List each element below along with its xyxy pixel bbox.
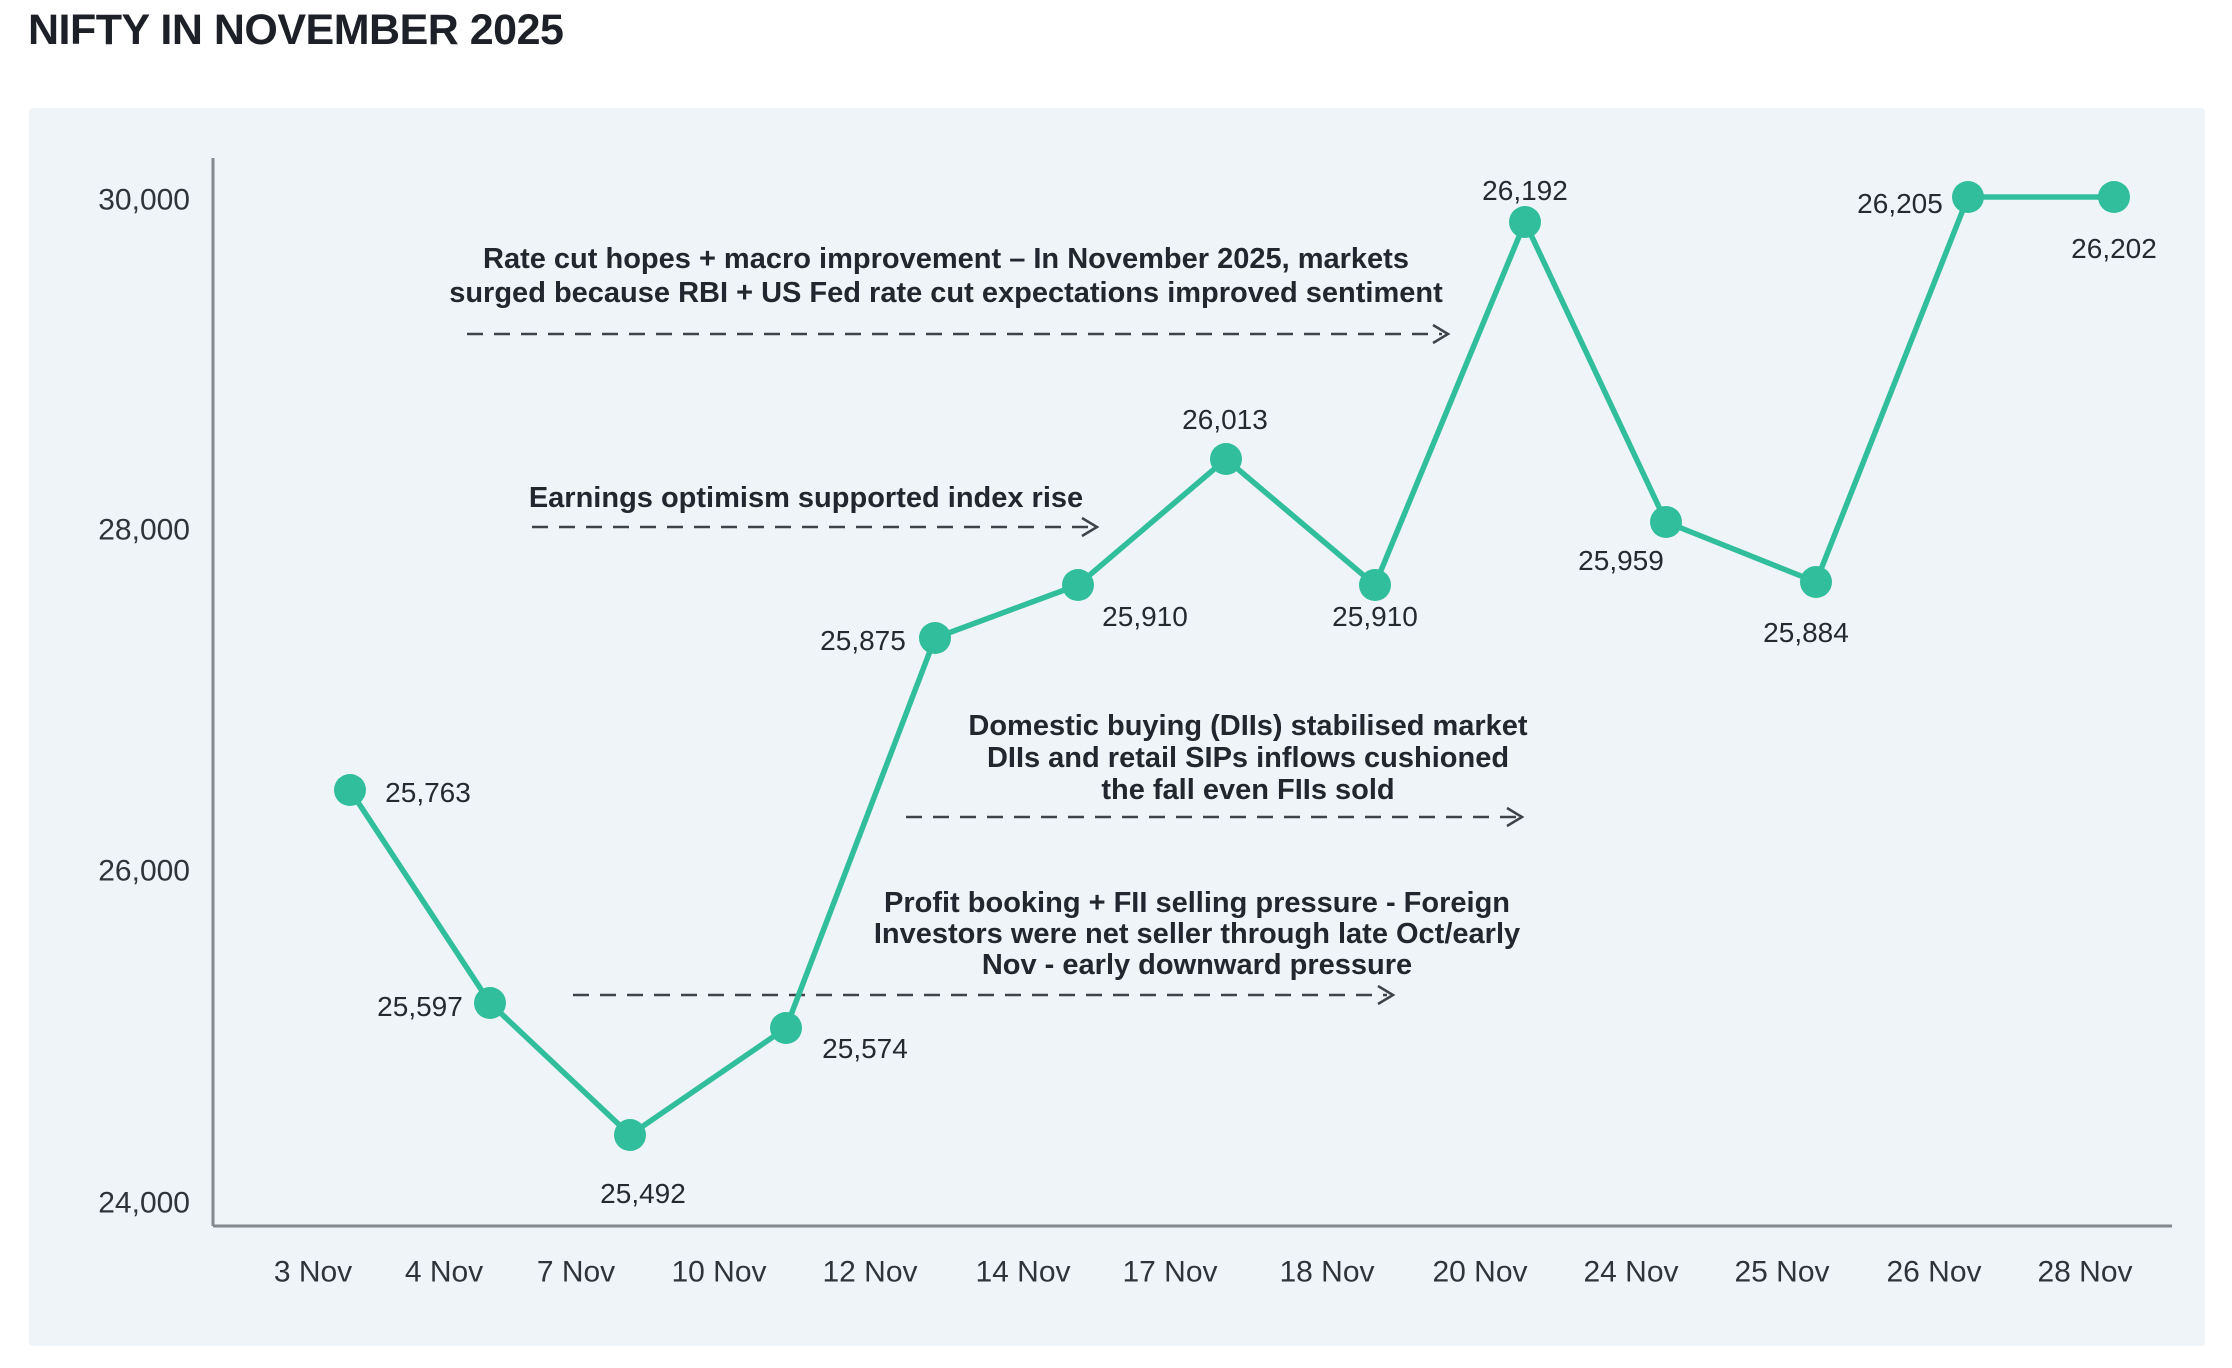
data-point bbox=[919, 622, 951, 654]
data-point-label: 26,205 bbox=[1857, 188, 1943, 219]
data-point bbox=[474, 987, 506, 1019]
x-tick-label: 12 Nov bbox=[822, 1256, 917, 1289]
earnings-note-arrowhead bbox=[1081, 516, 1100, 538]
rate-cut-note-text: surged because RBI + US Fed rate cut exp… bbox=[449, 277, 1443, 309]
x-tick-label: 10 Nov bbox=[671, 1256, 766, 1289]
y-tick-label: 30,000 bbox=[98, 184, 190, 217]
x-tick-label: 4 Nov bbox=[405, 1256, 483, 1289]
chart-card bbox=[29, 108, 2205, 1346]
y-tick-label: 28,000 bbox=[98, 514, 190, 547]
data-point-label: 25,959 bbox=[1578, 545, 1664, 576]
data-point-label: 25,763 bbox=[385, 777, 471, 808]
data-point bbox=[1062, 569, 1094, 601]
data-point bbox=[334, 774, 366, 806]
data-point-label: 25,910 bbox=[1102, 601, 1188, 632]
data-point-label: 26,013 bbox=[1182, 404, 1268, 435]
x-tick-label: 14 Nov bbox=[975, 1256, 1070, 1289]
rate-cut-note-text: Rate cut hopes + macro improvement – In … bbox=[483, 243, 1409, 275]
data-point bbox=[770, 1012, 802, 1044]
page-title: NIFTY IN NOVEMBER 2025 bbox=[28, 6, 564, 54]
data-point-label: 26,202 bbox=[2071, 233, 2157, 264]
y-tick-label: 26,000 bbox=[98, 855, 190, 888]
data-point-label: 25,597 bbox=[377, 991, 463, 1022]
data-point bbox=[1800, 566, 1832, 598]
x-tick-label: 17 Nov bbox=[1122, 1256, 1217, 1289]
data-point-label: 25,910 bbox=[1332, 601, 1418, 632]
profit-booking-note-text: Nov - early downward pressure bbox=[982, 949, 1412, 981]
profit-booking-note-arrowhead bbox=[1377, 984, 1396, 1006]
data-point bbox=[2098, 181, 2130, 213]
data-point bbox=[614, 1119, 646, 1151]
profit-booking-note-text: Profit booking + FII selling pressure - … bbox=[884, 887, 1510, 919]
domestic-buying-note-arrowhead bbox=[1506, 806, 1525, 828]
profit-booking-note-text: Investors were net seller through late O… bbox=[874, 918, 1520, 950]
data-point bbox=[1509, 206, 1541, 238]
data-point-label: 26,192 bbox=[1482, 175, 1568, 206]
y-tick-label: 24,000 bbox=[98, 1187, 190, 1220]
x-tick-label: 7 Nov bbox=[537, 1256, 615, 1289]
x-tick-label: 18 Nov bbox=[1279, 1256, 1374, 1289]
x-tick-label: 24 Nov bbox=[1583, 1256, 1678, 1289]
data-point bbox=[1210, 443, 1242, 475]
x-tick-label: 20 Nov bbox=[1432, 1256, 1527, 1289]
domestic-buying-note-text: the fall even FIIs sold bbox=[1101, 774, 1394, 806]
x-tick-label: 26 Nov bbox=[1886, 1256, 1981, 1289]
domestic-buying-note-text: DIIs and retail SIPs inflows cushioned bbox=[987, 742, 1509, 774]
domestic-buying-note-text: Domestic buying (DIIs) stabilised market bbox=[968, 710, 1528, 742]
data-point-label: 25,884 bbox=[1763, 617, 1849, 648]
data-point bbox=[1952, 181, 1984, 213]
earnings-note-text: Earnings optimism supported index rise bbox=[529, 482, 1083, 514]
data-point bbox=[1650, 506, 1682, 538]
x-tick-label: 3 Nov bbox=[274, 1256, 352, 1289]
x-tick-label: 25 Nov bbox=[1734, 1256, 1829, 1289]
data-point-label: 25,574 bbox=[822, 1033, 908, 1064]
data-point bbox=[1359, 569, 1391, 601]
data-point-label: 25,875 bbox=[820, 625, 906, 656]
rate-cut-note-arrowhead bbox=[1432, 323, 1451, 345]
x-tick-label: 28 Nov bbox=[2037, 1256, 2132, 1289]
data-point-label: 25,492 bbox=[600, 1178, 686, 1209]
